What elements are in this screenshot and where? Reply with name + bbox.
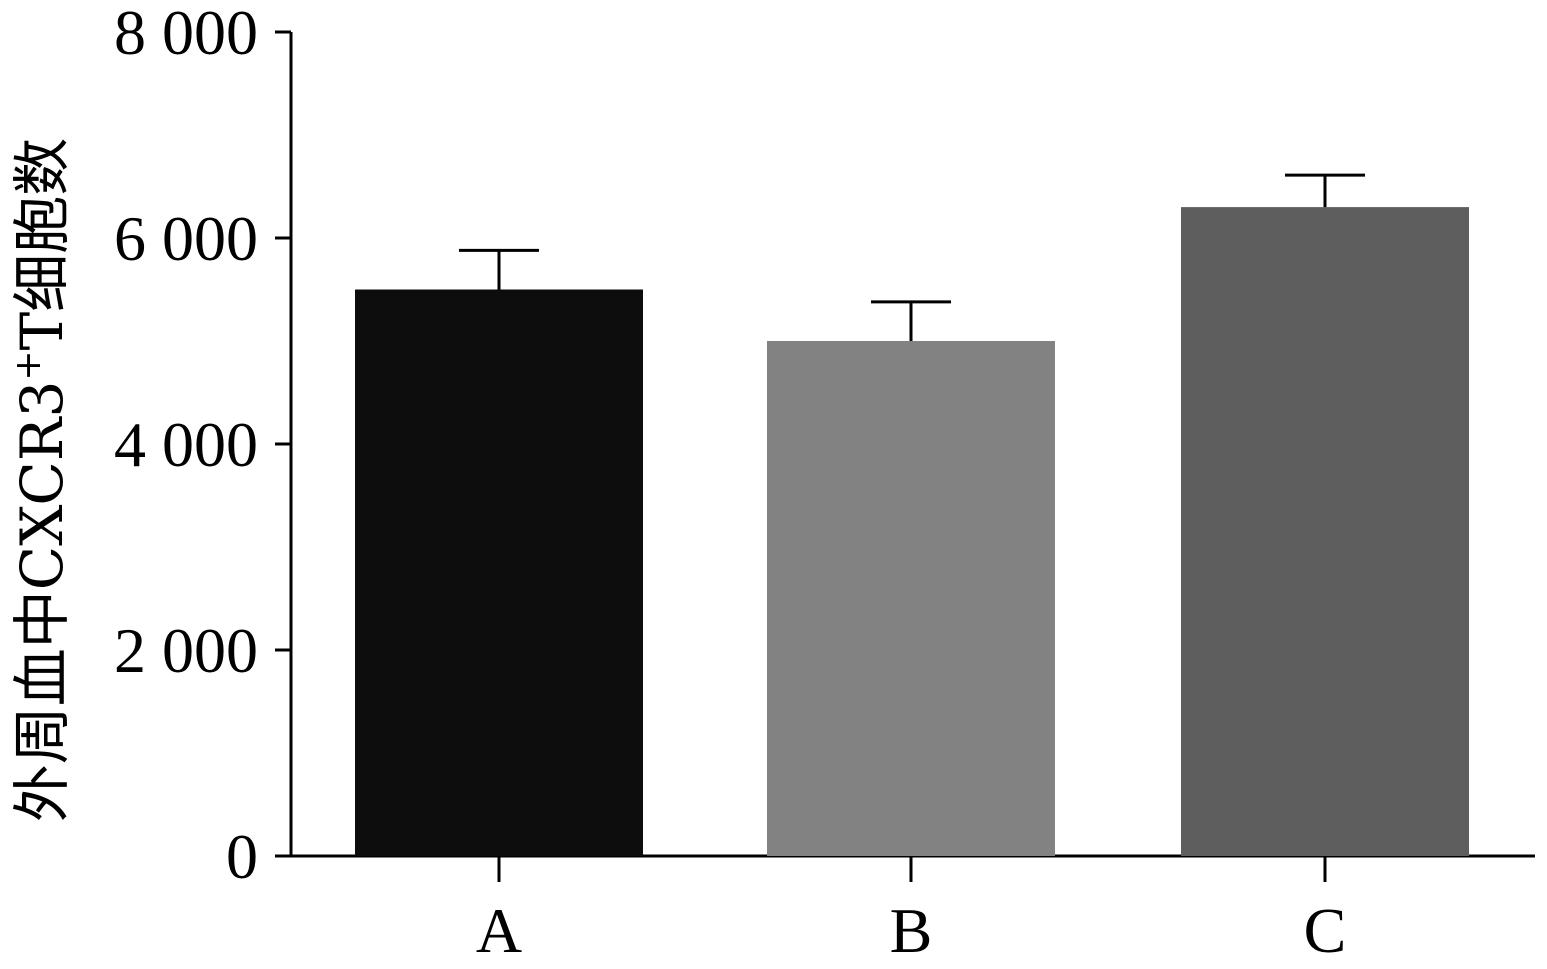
y-axis: 0 2 000 4 000 6 000 8 000 (114, 0, 293, 892)
y-axis-label: 外周血中CXCR3+T细胞数 (8, 138, 76, 822)
y-axis-label-superscript: + (8, 350, 49, 380)
bars (355, 207, 1469, 857)
y-tick-label: 8 000 (114, 0, 258, 68)
x-axis: A B C (291, 854, 1535, 966)
x-tick-label-C: C (1304, 895, 1347, 966)
bar-B (767, 341, 1055, 856)
x-tick-label-B: B (890, 895, 933, 966)
error-bars (459, 173, 1365, 341)
y-tick-label: 2 000 (114, 615, 258, 686)
y-tick-label: 4 000 (114, 409, 258, 480)
x-tick-label-A: A (476, 895, 522, 966)
bar-A (355, 289, 643, 856)
y-tick-label: 6 000 (114, 203, 258, 274)
y-tick-label: 0 (226, 821, 258, 892)
y-axis-label-tail: T细胞数 (8, 138, 76, 351)
bar-C (1181, 207, 1469, 857)
y-axis-label-main: 外周血中CXCR3 (8, 381, 76, 823)
